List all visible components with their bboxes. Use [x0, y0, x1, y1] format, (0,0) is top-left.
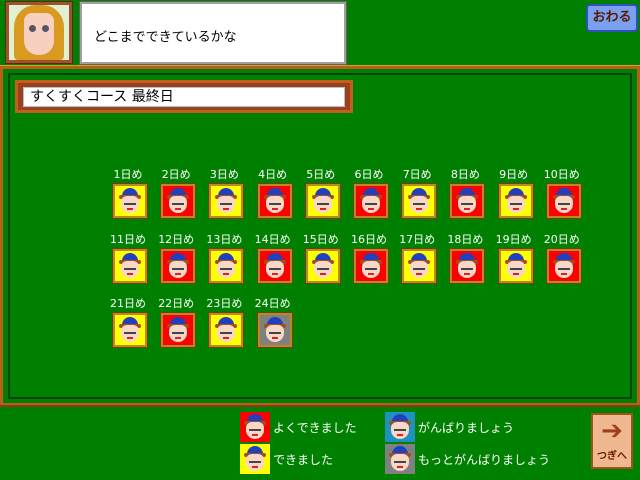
day-stamp-good — [208, 248, 245, 284]
day-label: 3日め — [209, 168, 239, 181]
progress-panel — [0, 65, 640, 407]
day-label: 18日め — [447, 233, 484, 246]
course-title: すくすくコース 最終日 — [30, 89, 174, 105]
day-stamp-good — [497, 248, 534, 284]
quit-button[interactable]: おわる — [586, 4, 638, 32]
day-label: 5日め — [306, 168, 336, 181]
message-box: どこまでできているかな — [79, 1, 347, 65]
legend-stamp-excellent — [240, 412, 270, 442]
day-stamp-excellent — [160, 312, 197, 348]
day-stamp-excellent — [353, 248, 389, 284]
day-label: 12日め — [158, 233, 195, 246]
day-stamp-good — [112, 312, 148, 348]
day-stamp-good — [497, 183, 534, 219]
day-label: 1日め — [113, 168, 143, 181]
day-stamp-excellent — [160, 183, 197, 219]
next-button[interactable]: ➔ つぎへ — [591, 413, 633, 469]
day-label: 16日め — [351, 233, 387, 246]
day-label: 21日め — [110, 297, 146, 310]
teacher-avatar — [5, 1, 73, 64]
legend-label: がんばりましょう — [418, 421, 515, 435]
day-stamp-excellent — [449, 183, 486, 219]
day-stamp-good — [304, 248, 341, 284]
day-stamp-excellent — [256, 248, 293, 284]
day-label: 7日め — [402, 168, 432, 181]
day-stamp-good — [304, 183, 341, 219]
day-label: 23日め — [206, 297, 243, 310]
legend-stamp-try_more — [385, 444, 415, 474]
day-label: 14日め — [254, 233, 291, 246]
day-label: 11日め — [110, 233, 146, 246]
day-label: 22日め — [158, 297, 195, 310]
day-stamp-good — [401, 248, 438, 284]
day-label: 2日め — [161, 168, 191, 181]
day-stamp-try_more — [256, 312, 293, 348]
day-label: 4日め — [258, 168, 288, 181]
day-stamp-excellent — [160, 248, 197, 284]
day-label: 10日め — [543, 168, 580, 181]
legend-stamp-try — [385, 412, 415, 442]
day-label: 8日め — [450, 168, 480, 181]
day-stamp-good — [112, 248, 148, 284]
course-title-box: すくすくコース 最終日 — [15, 80, 353, 113]
day-label: 19日め — [495, 233, 532, 246]
legend-stamp-good — [240, 444, 270, 474]
day-label: 17日め — [399, 233, 436, 246]
day-label: 15日め — [302, 233, 339, 246]
day-stamp-good — [112, 183, 148, 219]
next-label: つぎへ — [597, 451, 627, 462]
day-stamp-good — [208, 183, 245, 219]
day-label: 9日め — [499, 168, 529, 181]
legend-label: もっとがんばりましょう — [418, 453, 551, 467]
panel-frame — [8, 73, 632, 399]
legend-label: できました — [273, 453, 334, 467]
day-label: 20日め — [543, 233, 580, 246]
day-stamp-excellent — [353, 183, 389, 219]
day-label: 13日め — [206, 233, 243, 246]
day-stamp-excellent — [256, 183, 293, 219]
message-text: どこまでできているかな — [94, 30, 237, 45]
divider — [0, 405, 640, 407]
arrow-right-icon: ➔ — [601, 416, 623, 446]
day-stamp-good — [208, 312, 245, 348]
day-label: 24日め — [254, 297, 291, 310]
day-stamp-excellent — [545, 183, 582, 219]
legend-label: よくできました — [273, 421, 357, 435]
day-stamp-excellent — [449, 248, 486, 284]
day-stamp-excellent — [545, 248, 582, 284]
day-label: 6日め — [354, 168, 384, 181]
day-stamp-good — [401, 183, 438, 219]
